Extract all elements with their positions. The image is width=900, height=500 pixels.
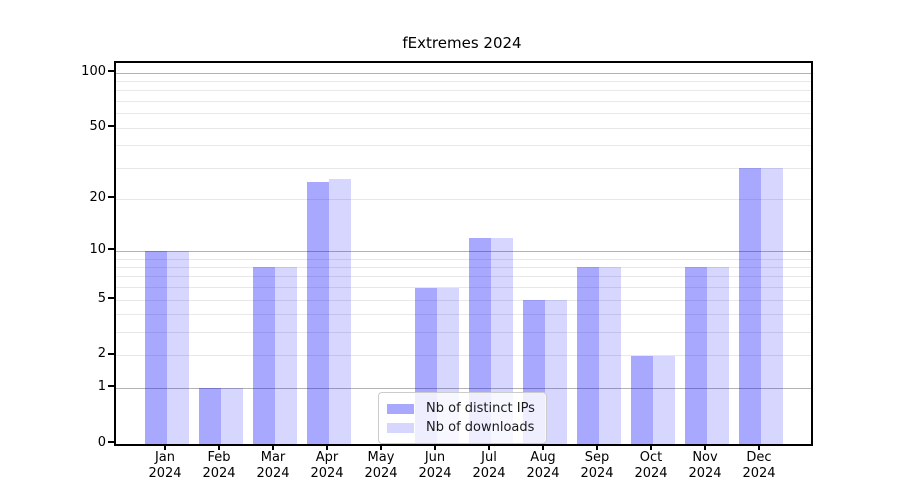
- x-tick-label-sep-2024: Sep 2024: [580, 450, 614, 481]
- x-tick-label-mar-2024: Mar 2024: [256, 450, 290, 481]
- y-tick-label-2: 2: [97, 346, 106, 362]
- bar-nb-of-distinct-ips-jan-2024: [145, 251, 167, 444]
- minor-gridline-20: [116, 198, 811, 200]
- x-tick-label-oct-2024: Oct 2024: [634, 450, 668, 481]
- bar-nb-of-downloads-mar-2024: [275, 267, 297, 444]
- bar-nb-of-distinct-ips-feb-2024: [199, 388, 221, 444]
- x-tick-mark-mar-2024: [272, 444, 274, 450]
- minor-gridline-30: [116, 167, 811, 169]
- y-tick-mark-2: [108, 352, 114, 355]
- minor-gridline-50: [116, 127, 811, 129]
- x-tick-label-aug-2024: Aug 2024: [526, 450, 560, 481]
- x-tick-label-jul-2024: Jul 2024: [472, 450, 506, 481]
- bar-nb-of-distinct-ips-dec-2024: [739, 168, 761, 444]
- bar-nb-of-distinct-ips-mar-2024: [253, 267, 275, 444]
- bar-nb-of-distinct-ips-sep-2024: [577, 267, 599, 444]
- y-tick-label-1: 1: [97, 378, 106, 394]
- y-tick-label-50: 50: [89, 118, 106, 134]
- legend-label-distinct-ips: Nb of distinct IPs: [426, 401, 535, 416]
- x-tick-label-jun-2024: Jun 2024: [418, 450, 452, 481]
- bar-nb-of-downloads-dec-2024: [761, 168, 783, 444]
- legend-item-distinct-ips: Nb of distinct IPs: [387, 400, 538, 417]
- bar-nb-of-downloads-oct-2024: [653, 355, 675, 444]
- x-tick-label-dec-2024: Dec 2024: [742, 450, 776, 481]
- y-tick-label-0: 0: [97, 434, 106, 450]
- x-tick-mark-apr-2024: [326, 444, 328, 450]
- minor-gridline-70: [116, 101, 811, 103]
- chart-title: fExtremes 2024: [402, 34, 522, 52]
- y-tick-mark-50: [108, 125, 114, 128]
- y-tick-mark-0: [108, 441, 114, 443]
- bar-nb-of-downloads-aug-2024: [545, 300, 567, 444]
- minor-gridline-4: [116, 314, 811, 316]
- y-tick-label-20: 20: [89, 189, 106, 205]
- y-tick-mark-100: [108, 70, 114, 73]
- minor-gridline-2: [116, 355, 811, 357]
- major-gridline-1: [116, 387, 811, 389]
- minor-gridline-90: [116, 81, 811, 83]
- x-tick-mark-jun-2024: [434, 444, 436, 450]
- y-tick-label-5: 5: [97, 290, 106, 306]
- x-tick-label-jan-2024: Jan 2024: [148, 450, 182, 481]
- minor-gridline-5: [116, 299, 811, 301]
- y-tick-label-100: 100: [81, 63, 106, 79]
- minor-gridline-9: [116, 258, 811, 260]
- major-gridline-10: [116, 250, 811, 252]
- bar-nb-of-downloads-nov-2024: [707, 267, 729, 444]
- minor-gridline-8: [116, 266, 811, 268]
- y-tick-mark-20: [108, 196, 114, 199]
- bar-nb-of-downloads-jan-2024: [167, 251, 189, 444]
- legend: Nb of distinct IPs Nb of downloads: [378, 392, 547, 444]
- bar-nb-of-distinct-ips-nov-2024: [685, 267, 707, 444]
- x-tick-mark-oct-2024: [650, 444, 652, 450]
- x-tick-label-feb-2024: Feb 2024: [202, 450, 236, 481]
- y-tick-mark-1: [108, 385, 114, 388]
- x-tick-mark-may-2024: [380, 444, 382, 450]
- legend-label-downloads: Nb of downloads: [426, 420, 535, 435]
- x-tick-mark-jan-2024: [164, 444, 166, 450]
- minor-gridline-6: [116, 287, 811, 289]
- x-tick-mark-feb-2024: [218, 444, 220, 450]
- plot-area: [114, 61, 813, 446]
- bar-nb-of-downloads-sep-2024: [599, 267, 621, 444]
- minor-gridline-60: [116, 113, 811, 115]
- x-tick-mark-dec-2024: [758, 444, 760, 450]
- y-tick-mark-10: [108, 248, 114, 251]
- bar-nb-of-distinct-ips-oct-2024: [631, 355, 653, 444]
- x-tick-mark-nov-2024: [704, 444, 706, 450]
- bar-nb-of-downloads-apr-2024: [329, 179, 351, 444]
- x-tick-mark-aug-2024: [542, 444, 544, 450]
- legend-item-downloads: Nb of downloads: [387, 419, 538, 436]
- minor-gridline-80: [116, 90, 811, 92]
- bar-nb-of-distinct-ips-apr-2024: [307, 182, 329, 444]
- minor-gridline-3: [116, 332, 811, 334]
- x-tick-mark-jul-2024: [488, 444, 490, 450]
- x-tick-label-apr-2024: Apr 2024: [310, 450, 344, 481]
- legend-swatch-distinct-ips: [387, 403, 414, 414]
- x-tick-mark-sep-2024: [596, 444, 598, 450]
- major-gridline-100: [116, 72, 811, 74]
- y-tick-mark-5: [108, 297, 114, 300]
- minor-gridline-40: [116, 145, 811, 147]
- y-tick-label-10: 10: [89, 241, 106, 257]
- x-tick-label-nov-2024: Nov 2024: [688, 450, 722, 481]
- minor-gridline-7: [116, 276, 811, 278]
- legend-swatch-downloads: [387, 422, 414, 433]
- x-tick-label-may-2024: May 2024: [364, 450, 398, 481]
- bar-nb-of-downloads-feb-2024: [221, 388, 243, 444]
